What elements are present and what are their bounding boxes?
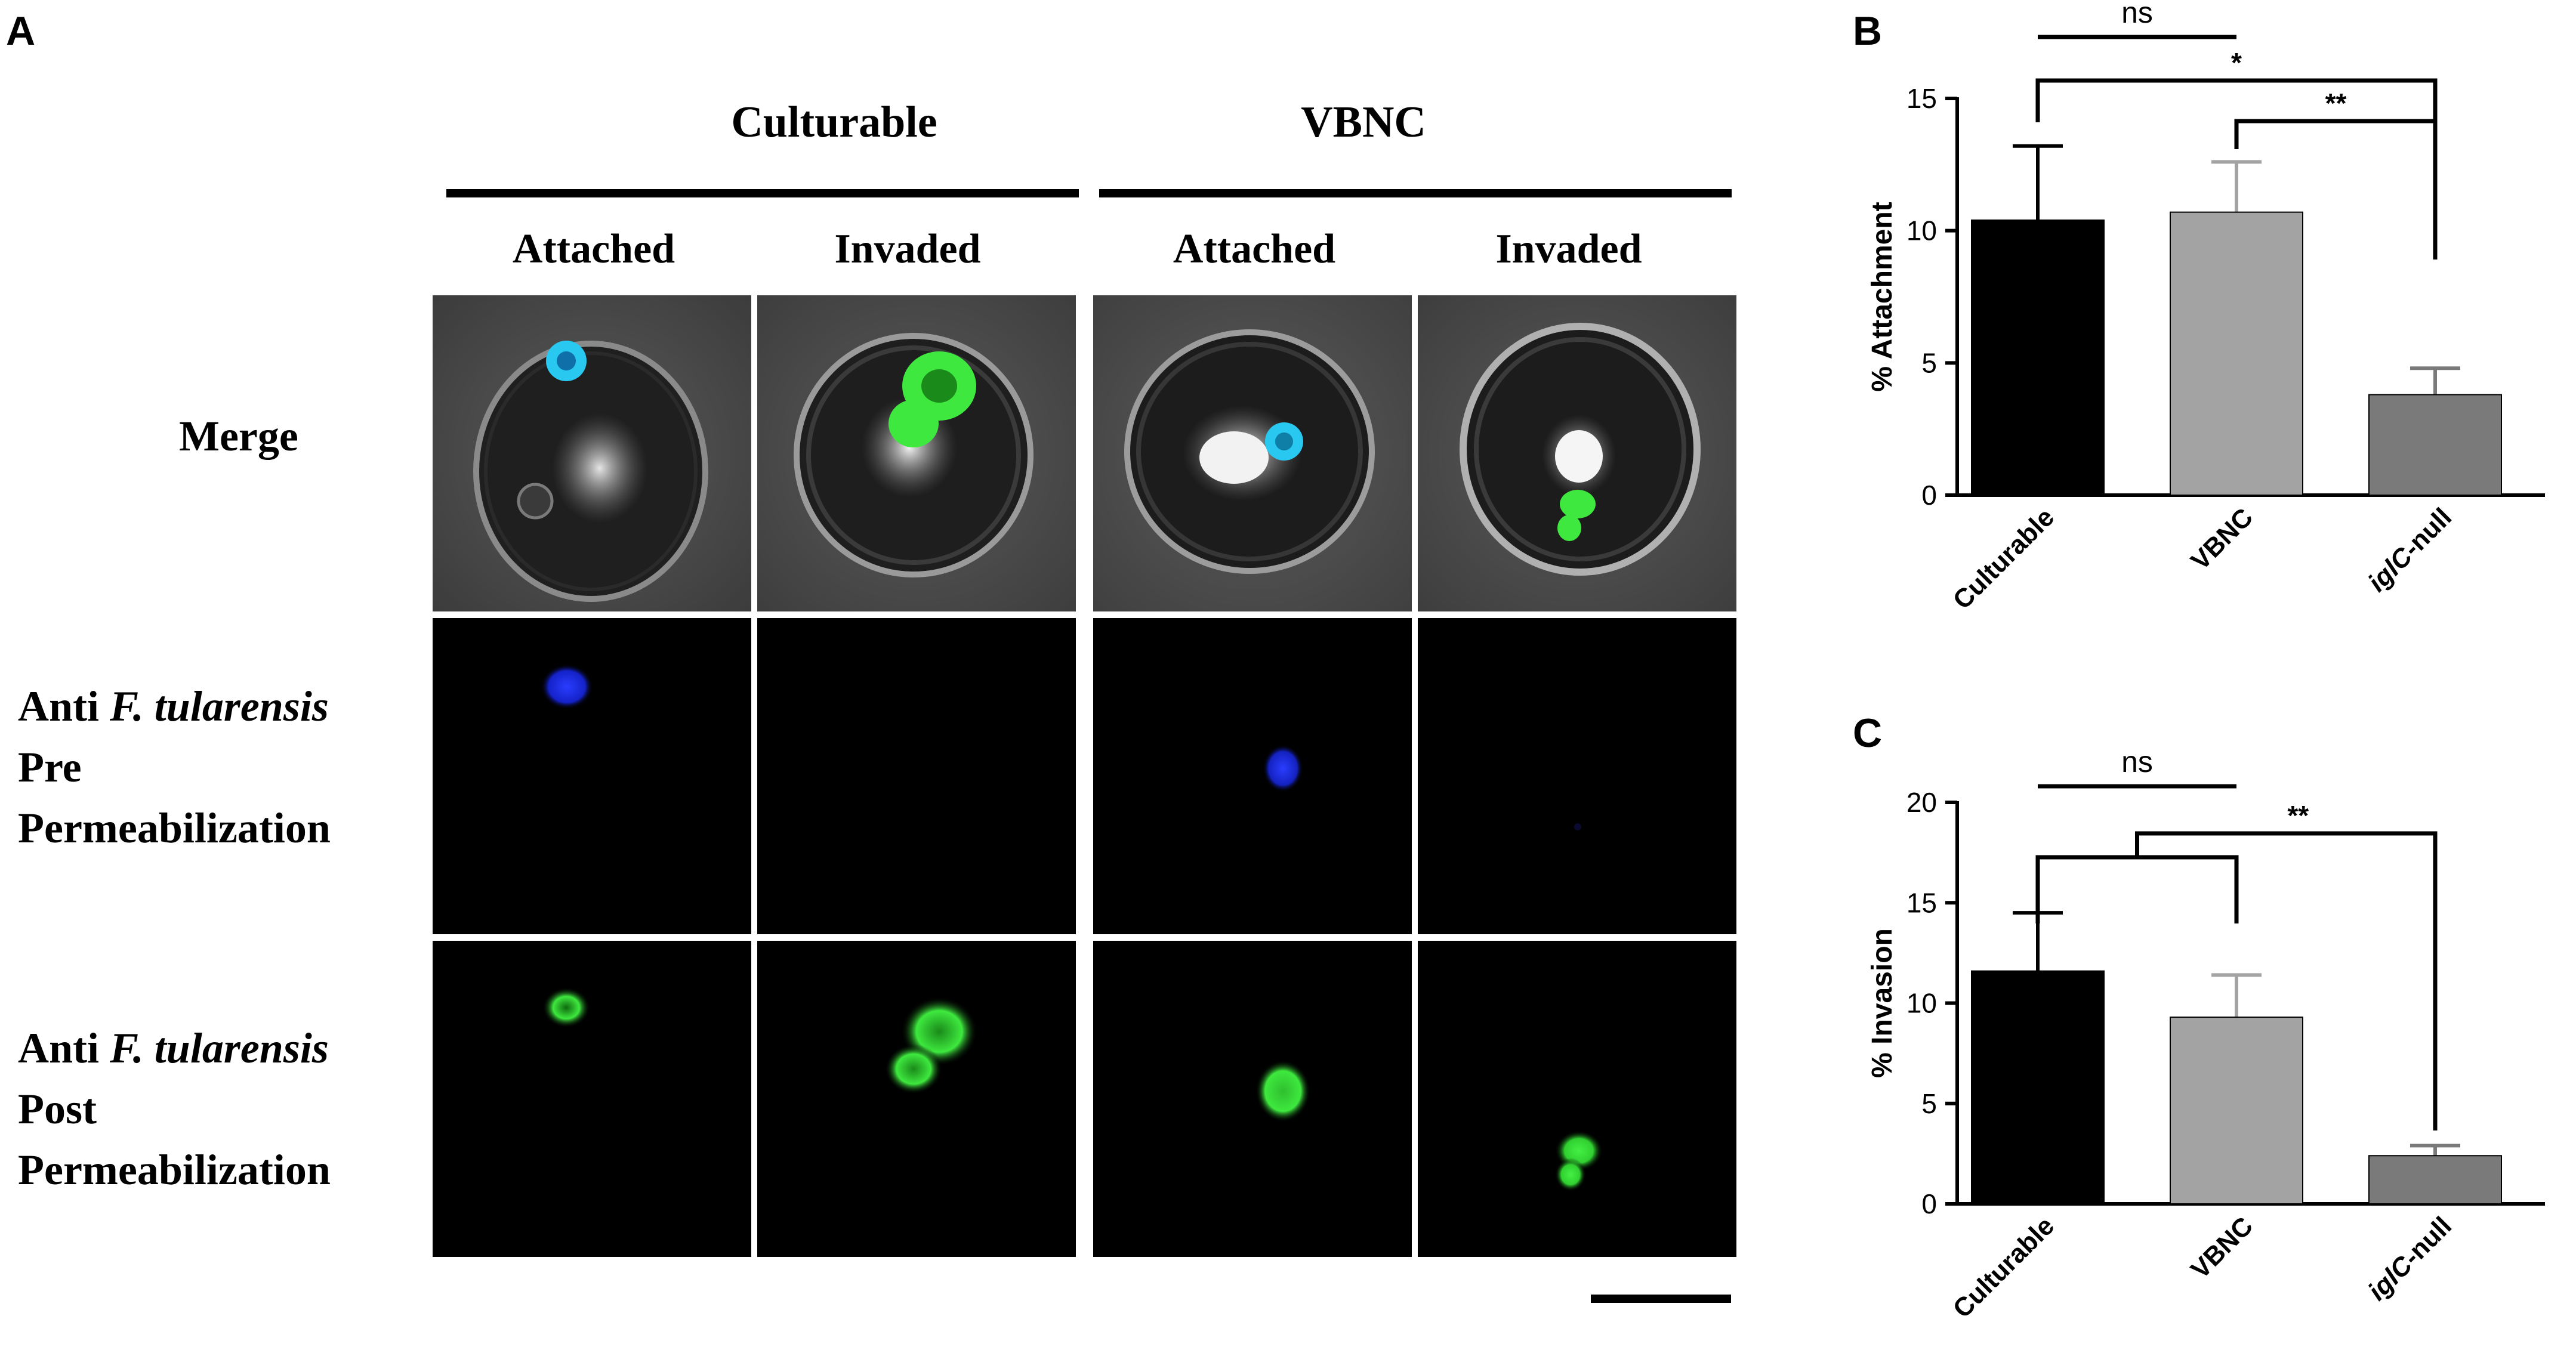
y-tick-label: 0 [1921, 480, 1937, 511]
pre-vbnc-invaded-image [1418, 618, 1736, 934]
significance-label: ns [2121, 0, 2153, 29]
post-vbnc-invaded-image [1418, 941, 1736, 1257]
pre-culturable-attached-image [433, 618, 751, 934]
row-label-line: Anti F. tularensis [18, 682, 329, 730]
significance-label: ns [2121, 745, 2153, 779]
column-header-vbnc-attached: Attached [1173, 226, 1336, 272]
x-tick-label: Culturable [1948, 1211, 2060, 1323]
merge-vbnc-invaded-image [1418, 295, 1736, 611]
bar-iglc-null [2368, 1155, 2502, 1204]
row-label-line: Merge [179, 412, 298, 460]
y-axis-label: % Attachment [1867, 202, 1898, 391]
merge-vbnc-attached-image [1093, 295, 1412, 611]
significance-bracket [2135, 831, 2438, 1130]
bar-culturable [1971, 970, 2105, 1204]
attachment-bar-chart: 0 5 10 15 % Attachment Culturable VBNC iglC-nul… [1850, 0, 2576, 686]
y-tick-label: 10 [1906, 215, 1937, 246]
group-header-vbnc: VBNC [1301, 98, 1426, 147]
scale-bar [1591, 1295, 1731, 1303]
bar-culturable [1971, 219, 2105, 496]
group-header-culturable: Culturable [731, 98, 937, 147]
x-tick-label: iglC-null [2362, 1211, 2457, 1306]
row-label-line: Pre [18, 743, 82, 791]
x-tick-label: VBNC [2185, 502, 2259, 576]
pre-vbnc-attached-image [1093, 618, 1412, 934]
invasion-chart-svg: 0 5 10 15 20 % Invasion Culturable VBNC iglC-nul… [1867, 745, 2545, 1324]
post-vbnc-attached-image [1093, 941, 1412, 1257]
bar-vbnc [2170, 211, 2303, 496]
row-label-line: Anti F. tularensis [18, 1024, 329, 1072]
column-header-culturable-attached: Attached [512, 226, 675, 272]
attachment-chart-svg: 0 5 10 15 % Attachment Culturable VBNC iglC-nul… [1867, 0, 2545, 615]
x-tick-label: Culturable [1948, 502, 2060, 614]
invasion-bar-chart: 0 5 10 15 20 % Invasion Culturable VBNC iglC-nul… [1850, 686, 2576, 1353]
merge-culturable-invaded-image [757, 295, 1076, 611]
x-tick-label: VBNC [2185, 1211, 2259, 1284]
y-tick-label: 15 [1906, 83, 1937, 114]
merge-culturable-attached-image [433, 295, 751, 611]
y-tick-label: 15 [1906, 887, 1937, 918]
row-label-line: Permeabilization [18, 1146, 331, 1194]
group-underline-vbnc [1099, 189, 1732, 197]
row-label-pre-permeabilization: Anti F. tularensis Pre Permeabilization [18, 676, 331, 858]
y-tick-label: 20 [1906, 787, 1937, 818]
bar-vbnc [2170, 1017, 2303, 1204]
post-culturable-attached-image [433, 941, 751, 1257]
row-label-line: Permeabilization [18, 804, 331, 852]
y-axis-label: % Invasion [1867, 928, 1898, 1078]
x-tick-label-text: Culturable [1948, 1211, 2060, 1323]
significance-bracket [2234, 119, 2438, 260]
bar-iglc-null [2368, 394, 2502, 496]
x-tick-label-text: VBNC [2185, 1211, 2259, 1284]
group-underline-culturable [446, 189, 1079, 197]
row-label-post-permeabilization: Anti F. tularensis Post Permeabilization [18, 1018, 331, 1200]
y-tick-label: 5 [1921, 1088, 1937, 1119]
post-culturable-invaded-image [757, 941, 1076, 1257]
significance-label: * [2231, 47, 2242, 78]
significance-label: ** [2287, 800, 2309, 831]
panel-label-a: A [6, 8, 36, 54]
column-header-vbnc-invaded: Invaded [1495, 226, 1642, 272]
y-tick-label: 0 [1921, 1188, 1937, 1219]
pre-culturable-invaded-image [757, 618, 1076, 934]
y-tick-label: 10 [1906, 988, 1937, 1019]
y-tick-label: 5 [1921, 347, 1937, 378]
x-tick-label-text: VBNC [2185, 502, 2259, 576]
row-label-merge: Merge [179, 406, 298, 467]
significance-group-bracket [2035, 855, 2239, 923]
panel-label-b: B [1853, 8, 1883, 54]
significance-label: ** [2325, 88, 2347, 119]
row-label-line: Post [18, 1085, 97, 1133]
x-tick-label: iglC-null [2362, 502, 2457, 597]
column-header-culturable-invaded: Invaded [834, 226, 981, 272]
x-tick-label-text: Culturable [1948, 502, 2060, 614]
panel-label-c: C [1853, 711, 1883, 756]
